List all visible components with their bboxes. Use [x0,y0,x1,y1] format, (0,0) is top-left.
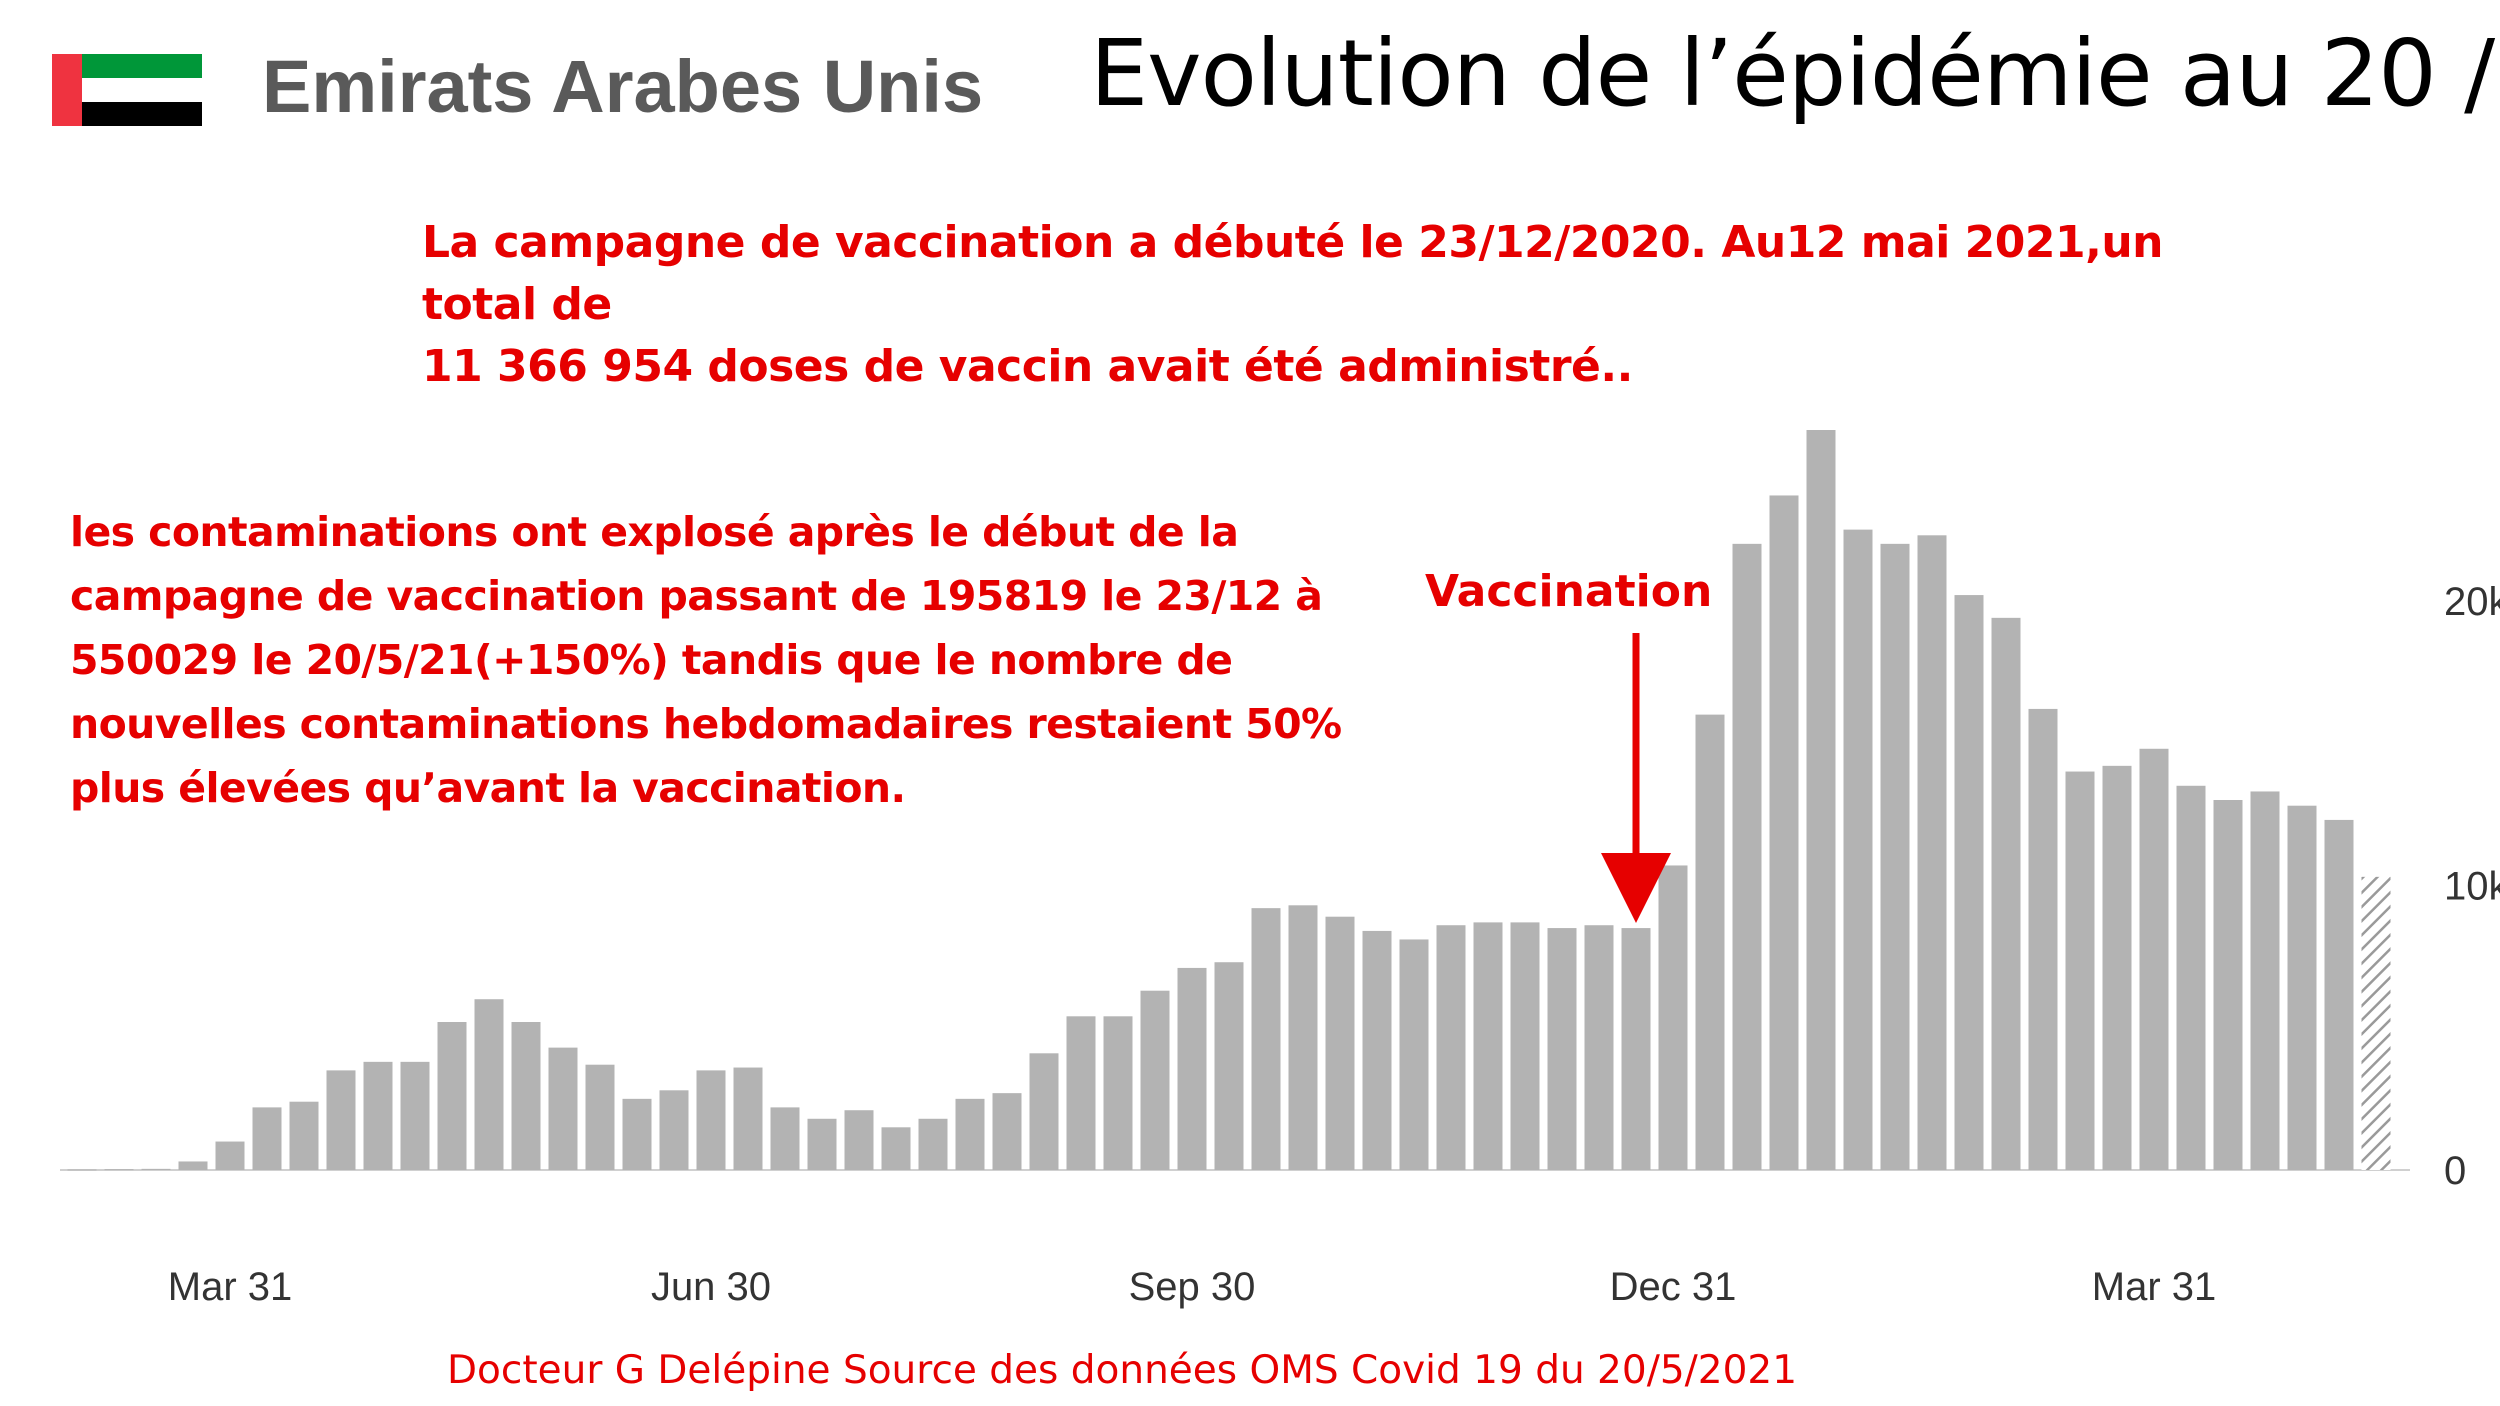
bar [1066,1016,1096,1170]
bar [585,1064,615,1170]
flag-red-band [52,54,82,126]
note-top-line-2: 11 366 954 doses de vaccin avait été adm… [422,341,1633,392]
bar [1584,925,1614,1170]
bar [2213,800,2243,1170]
bar [807,1118,837,1170]
x-tick-label: Dec 31 [1610,1265,1737,1309]
y-tick-label: 20k [2444,580,2500,624]
flag-black-stripe [82,102,202,126]
bar [1621,928,1651,1170]
source-footer: Docteur G Delépine Source des données OM… [447,1348,1798,1393]
flag-white-stripe [82,78,202,102]
note-left-line-2: campagne de vaccination passant de 19581… [70,572,1323,620]
bar [1140,990,1170,1170]
y-tick-label: 10k [2444,864,2500,908]
x-tick-label: Jun 30 [651,1265,771,1309]
bar [2028,708,2058,1170]
bar [1325,916,1355,1170]
bar [1473,922,1503,1170]
note-left-line-4: nouvelles contaminations hebdomadaires r… [70,700,1342,748]
bar [1251,908,1281,1170]
bar [437,1022,467,1170]
bar [659,1090,689,1170]
x-axis-ticks: Mar 31 Jun 30 Sep 30 Dec 31 Mar 31 [168,1265,2217,1309]
bar [67,1169,97,1171]
bar [955,1098,985,1170]
bar [1029,1053,1059,1170]
bar [1362,930,1392,1170]
bar [2361,876,2391,1170]
bar [2287,805,2317,1170]
bar [1547,928,1577,1170]
bar [252,1107,282,1170]
bar [1399,939,1429,1170]
x-tick-label: Sep 30 [1129,1265,1256,1309]
note-top-line-1: La campagne de vaccination a débuté le 2… [422,217,2164,330]
vaccination-label: Vaccination [1425,566,1713,617]
bar [1103,1016,1133,1170]
note-left-line-5: plus élevées qu’avant la vaccination. [70,764,906,812]
bar [548,1047,578,1170]
bar [2176,785,2206,1170]
bar [770,1107,800,1170]
bar [1880,543,1910,1170]
bar [622,1098,652,1170]
bar [1658,865,1688,1170]
bar [1510,922,1540,1170]
bar [215,1141,245,1170]
uae-flag [52,54,202,126]
bar [2102,765,2132,1170]
bar [1991,617,2021,1170]
bar [1954,595,1984,1170]
x-tick-label: Mar 31 [2092,1265,2217,1309]
flag-green-stripe [82,54,202,78]
bar [400,1061,430,1170]
bar [1436,925,1466,1170]
bar [881,1127,911,1170]
bar [1769,495,1799,1170]
bar [1177,967,1207,1170]
bar [474,999,504,1170]
bar [1695,714,1725,1170]
bar [696,1070,726,1170]
bar [178,1161,208,1170]
bar [2139,748,2169,1170]
y-tick-label: 0 [2444,1149,2466,1193]
note-left-line-1: les contaminations ont explosé après le … [70,508,1239,556]
country-name: Emirats Arabes Unis [262,45,984,128]
bar [992,1093,1022,1170]
bar [2065,771,2095,1170]
bar [1806,430,1836,1170]
bars-group [67,430,2391,1171]
bar [289,1101,319,1170]
vaccination-campaign-note: La campagne de vaccination a débuté le 2… [422,212,2242,398]
note-left-line-3: 550029 le 20/5/21(+150%) tandis que le n… [70,636,1233,684]
page-title: Evolution de l’épidémie au 20 /5 [1090,20,2500,127]
bar [511,1022,541,1170]
bar [141,1168,171,1170]
bar [2324,819,2354,1170]
bar [326,1070,356,1170]
bar [1732,543,1762,1170]
y-axis-ticks: 0 10k 20k [2444,580,2500,1193]
contamination-note: les contaminations ont explosé après le … [70,500,1360,820]
bar [1843,529,1873,1170]
bar [918,1118,948,1170]
bar [1288,905,1318,1170]
bar [363,1061,393,1170]
bar [844,1110,874,1170]
x-tick-label: Mar 31 [168,1265,293,1309]
bar [1917,535,1947,1170]
bar [104,1169,134,1171]
bar [1214,962,1244,1170]
bar [2250,791,2280,1170]
bar [733,1067,763,1170]
